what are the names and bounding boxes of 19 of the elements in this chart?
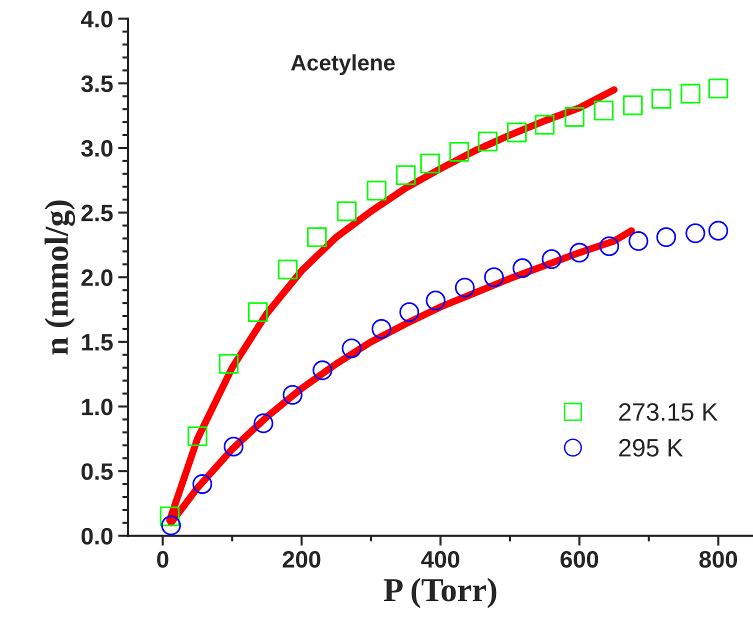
legend-label: 273.15 K [619,403,718,421]
y-tick-label: 1.0 [82,398,112,416]
legend-label: 295 K [619,438,683,457]
y-tick-label: 1.5 [82,334,113,351]
x-tick-label: 400 [421,550,460,568]
y-tick-label: 3.0 [81,140,112,157]
x-tick-label: 200 [282,550,320,568]
y-tick-label: 2.5 [81,204,113,222]
x-tick-label: 600 [560,550,598,568]
y-tick-label: 4.0 [80,10,112,28]
y-tick-label: 2.0 [81,269,112,286]
y-tick-label: 0.0 [82,528,112,545]
y-tick-label: 3.5 [81,75,113,92]
y-axis-title: n (mmol/g) [44,200,76,355]
x-tick-label: 0 [157,550,168,568]
x-tick-label: 800 [699,550,738,568]
x-axis-title: P (Torr) [384,578,496,608]
y-tick-label: 0.5 [82,463,113,480]
annotation: Acetylene [291,54,395,76]
